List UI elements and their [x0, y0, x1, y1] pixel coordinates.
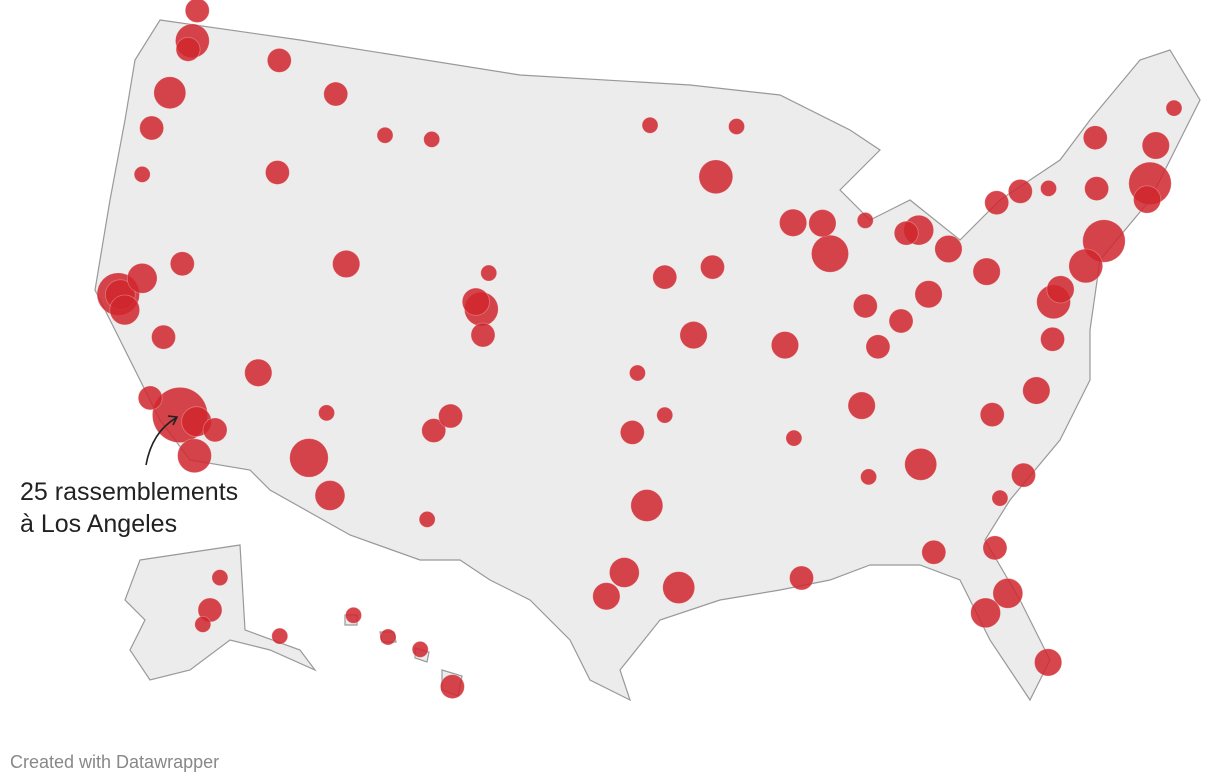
rally-dot: [700, 254, 725, 280]
rally-dot: [314, 480, 346, 511]
annotation-arrowhead: [167, 415, 179, 426]
rally-dot: [1034, 648, 1063, 677]
rally-dot: [1011, 462, 1036, 488]
rally-dot: [421, 418, 447, 443]
rally-dot: [1165, 99, 1183, 117]
dots: [96, 0, 1183, 699]
rally-dot: [984, 190, 1010, 216]
rally-dot: [779, 208, 808, 237]
rally-dot: [852, 293, 878, 319]
rally-dot: [175, 36, 201, 62]
rally-dot: [318, 404, 335, 422]
rally-dot: [418, 511, 436, 528]
rally-dot: [847, 391, 876, 420]
rally-dot: [289, 438, 329, 478]
rally-dot: [194, 616, 212, 633]
rally-dot: [934, 234, 963, 264]
rally-dot: [860, 468, 877, 486]
rally-dot: [811, 234, 849, 273]
rally-dot: [856, 212, 874, 229]
rally-dot: [609, 557, 640, 588]
rally-dot: [592, 582, 621, 611]
rally-dot: [992, 578, 1024, 609]
rally-dot: [914, 280, 943, 309]
rally-dot: [808, 209, 837, 238]
rally-dot: [982, 535, 1008, 561]
rally-dot: [1133, 185, 1162, 214]
rally-dot: [1040, 179, 1057, 197]
rally-dot: [109, 294, 141, 326]
rally-dot: [169, 251, 195, 277]
annotation-line: à Los Angeles: [20, 510, 177, 538]
rally-dot: [480, 264, 498, 282]
rally-dot: [728, 118, 745, 135]
rally-dot: [893, 220, 919, 246]
rally-dot: [652, 264, 678, 290]
rally-dot: [979, 402, 1005, 428]
rally-dot: [904, 447, 938, 481]
rally-dot: [972, 257, 1001, 286]
rally-dot: [332, 249, 361, 279]
rally-dot: [133, 165, 151, 183]
rally-dot: [865, 334, 891, 360]
rally-dot: [1084, 176, 1110, 201]
rally-dot: [698, 159, 734, 195]
annotation-line: 25 rassemblements: [20, 478, 238, 506]
rally-dot: [770, 331, 800, 360]
lower-48: [94, 19, 1201, 702]
rally-dot: [1141, 131, 1170, 160]
rally-dot: [244, 358, 273, 387]
rally-dot: [1040, 326, 1065, 352]
rally-dot: [153, 76, 187, 110]
rally-dot: [630, 489, 664, 522]
rally-dot: [376, 126, 394, 144]
rally-dot: [619, 420, 645, 445]
rally-dot: [662, 571, 696, 604]
rally-dot: [641, 116, 659, 134]
rally-dot: [461, 287, 490, 316]
rally-dot: [137, 385, 163, 411]
rally-dot: [970, 597, 1001, 629]
rally-dot: [470, 322, 496, 348]
rally-dot: [1022, 376, 1051, 405]
rally-dot: [629, 364, 646, 382]
rally-dot: [921, 539, 947, 565]
rally-dot: [656, 406, 674, 424]
rally-dot: [439, 674, 465, 699]
rally-dot: [785, 429, 803, 447]
rally-dot: [184, 0, 210, 23]
rally-dot: [438, 403, 463, 429]
rally-dot: [1082, 125, 1108, 151]
credit: Created with Datawrapper: [10, 752, 219, 772]
rally-dot: [379, 628, 397, 646]
rally-dot: [411, 641, 429, 658]
rally-dot: [139, 115, 165, 141]
rally-dot: [888, 308, 914, 334]
rally-dot: [1046, 275, 1075, 304]
rally-dot: [151, 324, 176, 350]
rally-dot: [202, 417, 228, 443]
rally-dot: [265, 160, 290, 185]
rally-dot: [1068, 248, 1104, 284]
rally-dot: [423, 130, 441, 148]
rally-dot: [211, 569, 229, 586]
rally-dot: [177, 438, 212, 474]
rally-dot: [679, 321, 708, 350]
rally-dot: [1007, 178, 1033, 204]
rally-dot: [323, 81, 349, 107]
rally-dot: [345, 606, 362, 624]
annotation-arrow: [145, 417, 177, 466]
rally-dot: [126, 262, 158, 294]
rally-dot: [991, 489, 1009, 507]
rally-dot: [271, 627, 289, 645]
rally-dot: [266, 48, 292, 73]
rally-dot: [789, 565, 814, 591]
